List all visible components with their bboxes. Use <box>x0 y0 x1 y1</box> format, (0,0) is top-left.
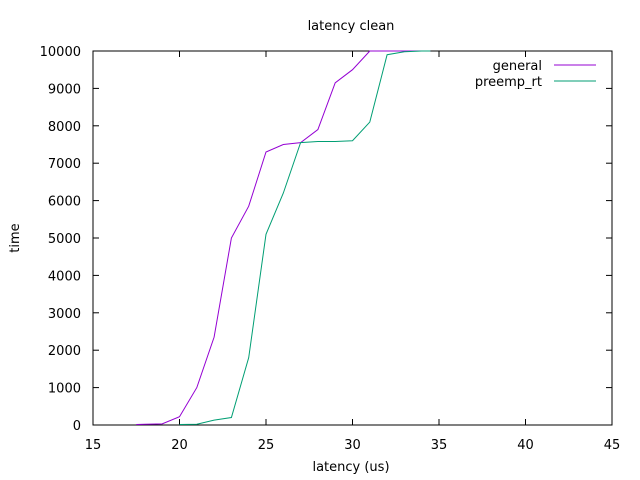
x-tick-label: 25 <box>258 438 275 453</box>
x-tick-label: 35 <box>431 438 448 453</box>
series-lines <box>136 50 431 425</box>
x-tick-label: 40 <box>517 438 534 453</box>
x-axis: 15 20 25 30 35 40 45 <box>85 51 621 453</box>
series-line-preemp-rt <box>179 50 431 425</box>
y-tick-label: 9000 <box>48 82 81 97</box>
y-tick-label: 2000 <box>48 344 81 359</box>
y-tick-label: 5000 <box>48 232 81 247</box>
x-tick-label: 45 <box>604 438 621 453</box>
legend-label-preemp-rt: preemp_rt <box>475 75 542 90</box>
plot-frame <box>92 50 613 426</box>
y-axis: 0 1000 2000 3000 4000 5000 6000 7000 8000 9000 100… <box>40 45 612 434</box>
legend-label-general: general <box>493 59 542 74</box>
y-tick-label: 4000 <box>48 269 81 284</box>
y-tick-label: 0 <box>73 419 81 434</box>
y-axis-label: time <box>8 223 23 252</box>
y-tick-label: 6000 <box>48 195 81 210</box>
chart-title: latency clean <box>308 19 395 34</box>
x-tick-label: 30 <box>344 438 361 453</box>
y-tick-label: 1000 <box>48 382 81 397</box>
y-tick-label: 3000 <box>48 307 81 322</box>
x-axis-label: latency (us) <box>312 460 389 475</box>
x-tick-label: 15 <box>85 438 102 453</box>
series-line-general <box>136 50 431 425</box>
x-tick-label: 20 <box>171 438 188 453</box>
y-tick-label: 10000 <box>40 45 81 60</box>
y-tick-label: 7000 <box>48 157 81 172</box>
y-tick-label: 8000 <box>48 120 81 135</box>
